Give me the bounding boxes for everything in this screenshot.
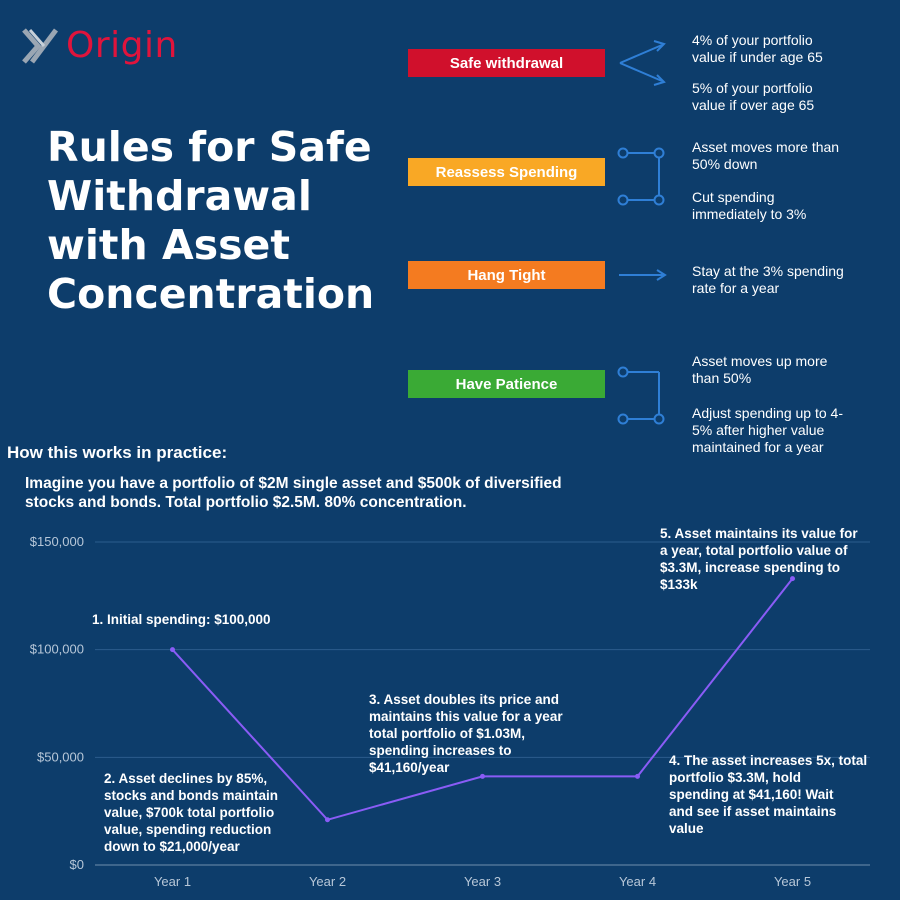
annotation-text: 2. Asset declines by 85%, xyxy=(104,771,267,786)
rule-safe-withdrawal: Safe withdrawal xyxy=(408,49,605,77)
y-tick-label: $100,000 xyxy=(30,642,84,657)
annotation-text: total portfolio of $1.03M, xyxy=(369,726,525,741)
x-tick-label: Year 1 xyxy=(154,874,191,889)
y-tick-label: $50,000 xyxy=(37,749,84,764)
rule-note: Asset moves up more than 50% xyxy=(692,353,827,387)
logo-text: Origin xyxy=(66,25,178,66)
note-line: than 50% xyxy=(692,370,752,386)
bracket-connector-icon xyxy=(617,147,665,206)
note-line: Asset moves up more xyxy=(692,353,828,369)
rule-have-patience: Have Patience xyxy=(408,370,605,398)
y-tick-label: $150,000 xyxy=(30,534,84,549)
annotation-text: 5. Asset maintains its value for xyxy=(660,526,858,541)
note-line: Stay at the 3% spending xyxy=(692,263,844,279)
bracket-connector-icon xyxy=(617,366,665,425)
title-line: with Asset xyxy=(47,221,290,269)
note-line: immediately to 3% xyxy=(692,206,807,222)
title-line: Concentration xyxy=(47,270,375,318)
note-line: rate for a year xyxy=(692,280,780,296)
spending-line-chart: $0 $50,000 $100,000 $150,000 Year 1 Year 2 Yea… xyxy=(30,526,870,889)
x-tick-label: Year 4 xyxy=(619,874,656,889)
note-line: 5% after higher value xyxy=(692,422,825,438)
data-point xyxy=(790,576,795,582)
data-point xyxy=(635,773,640,779)
rule-note: 4% of your portfolio value if under age … xyxy=(692,32,823,66)
rule-note: Cut spending immediately to 3% xyxy=(692,189,806,223)
note-line: maintained for a year xyxy=(692,439,824,455)
note-line: 5% of your portfolio xyxy=(692,80,813,96)
annotation-text: spending at $41,160! Wait xyxy=(669,787,834,802)
note-line: Cut spending xyxy=(692,189,775,205)
note-line: Asset moves more than xyxy=(692,139,840,155)
rule-hang-tight: Hang Tight xyxy=(408,261,605,289)
note-line: value if under age 65 xyxy=(692,49,823,65)
rule-reassess-spending: Reassess Spending xyxy=(408,158,605,186)
annotation-text: maintains this value for a year xyxy=(369,709,563,724)
annotation-text: and see if asset maintains xyxy=(669,804,836,819)
x-tick-label: Year 2 xyxy=(309,874,346,889)
rule-note: 5% of your portfolio value if over age 6… xyxy=(692,80,814,114)
brand-logo: Origin xyxy=(22,26,178,66)
note-line: value if over age 65 xyxy=(692,97,815,113)
note-line: 4% of your portfolio xyxy=(692,32,813,48)
annotation-text: spending increases to xyxy=(369,743,512,758)
rule-note: Asset moves more than 50% down xyxy=(692,139,839,173)
x-logo-mark-icon xyxy=(22,28,58,64)
annotation-text: $3.3M, increase spending to xyxy=(660,560,840,575)
annotation-text: stocks and bonds maintain xyxy=(104,788,278,803)
annotation-text: 1. Initial spending: $100,000 xyxy=(92,612,271,627)
annotation-text: value xyxy=(669,821,704,836)
y-tick-label: $0 xyxy=(70,857,84,872)
data-point xyxy=(325,817,330,823)
arrow-right-icon xyxy=(619,269,667,281)
annotation-text: $133k xyxy=(660,577,698,592)
annotation-text: value, $700k total portfolio xyxy=(104,805,274,820)
annotation-text: 4. The asset increases 5x, total xyxy=(669,753,867,768)
annotation-text: $41,160/year xyxy=(369,760,450,775)
annotation-text: 3. Asset doubles its price and xyxy=(369,692,559,707)
note-line: Adjust spending up to 4- xyxy=(692,405,843,421)
page-title: Rules for Safe Withdrawal with Asset Con… xyxy=(47,123,407,319)
annotation-text: down to $21,000/year xyxy=(104,839,241,854)
annotation-text: a year, total portfolio value of xyxy=(660,543,848,558)
x-tick-label: Year 3 xyxy=(464,874,501,889)
title-line: Withdrawal xyxy=(47,172,312,220)
practice-intro: Imagine you have a portfolio of $2M sing… xyxy=(25,475,562,511)
title-line: Rules for Safe xyxy=(47,123,372,171)
x-tick-label: Year 5 xyxy=(774,874,811,889)
practice-heading: How this works in practice: xyxy=(7,443,228,462)
rule-note: Stay at the 3% spending rate for a year xyxy=(692,263,844,297)
annotation-text: value, spending reduction xyxy=(104,822,271,837)
note-line: 50% down xyxy=(692,156,758,172)
annotation-text: portfolio $3.3M, hold xyxy=(669,770,801,785)
rule-note: Adjust spending up to 4- 5% after higher… xyxy=(692,405,843,456)
data-point xyxy=(480,773,485,779)
fork-arrows-icon xyxy=(619,40,666,86)
data-point xyxy=(170,647,175,653)
